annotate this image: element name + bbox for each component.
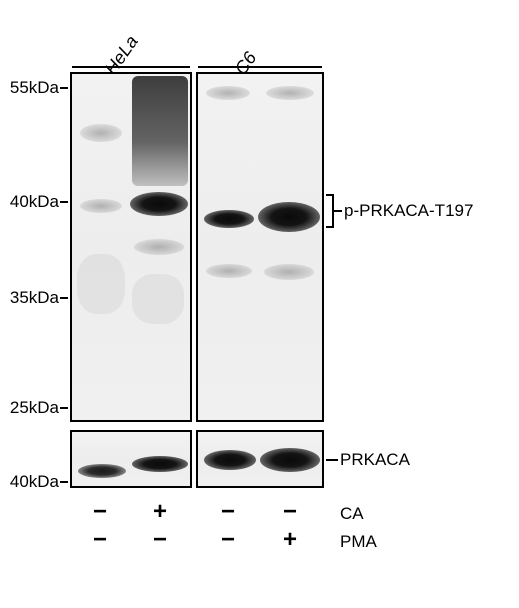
mw-tick	[60, 481, 68, 483]
mw-tick	[60, 201, 68, 203]
treat-lane1-ca: −	[85, 498, 115, 526]
treat-label-ca: CA	[340, 504, 364, 524]
mw-tick	[60, 407, 68, 409]
bracket-arm	[326, 226, 334, 228]
bracket-stem	[334, 210, 342, 212]
treat-lane2-ca: +	[145, 498, 175, 526]
mw-label-35: 35kDa	[4, 288, 59, 308]
underline-c6	[198, 66, 322, 68]
target-label-phospho: p-PRKACA-T197	[344, 201, 473, 221]
treat-lane4-ca: −	[275, 498, 305, 526]
treat-label-pma: PMA	[340, 532, 377, 552]
target-tick-total	[326, 459, 338, 461]
treat-lane4-pma: +	[275, 526, 305, 554]
mw-label-40-lower: 40kDa	[4, 472, 59, 492]
mw-label-40: 40kDa	[4, 192, 59, 212]
blot-panel-hela-phospho	[70, 72, 192, 422]
treat-lane1-pma: −	[85, 526, 115, 554]
treat-lane3-pma: −	[213, 526, 243, 554]
underline-hela	[72, 66, 190, 68]
blot-panel-c6-total	[196, 430, 324, 488]
mw-label-25: 25kDa	[4, 398, 59, 418]
target-label-total: PRKACA	[340, 450, 410, 470]
treat-lane3-ca: −	[213, 498, 243, 526]
blot-panel-c6-phospho	[196, 72, 324, 422]
blot-panel-hela-total	[70, 430, 192, 488]
bracket-arm	[326, 194, 334, 196]
mw-tick	[60, 297, 68, 299]
mw-label-55: 55kDa	[4, 78, 59, 98]
treat-lane2-pma: −	[145, 526, 175, 554]
mw-tick	[60, 87, 68, 89]
